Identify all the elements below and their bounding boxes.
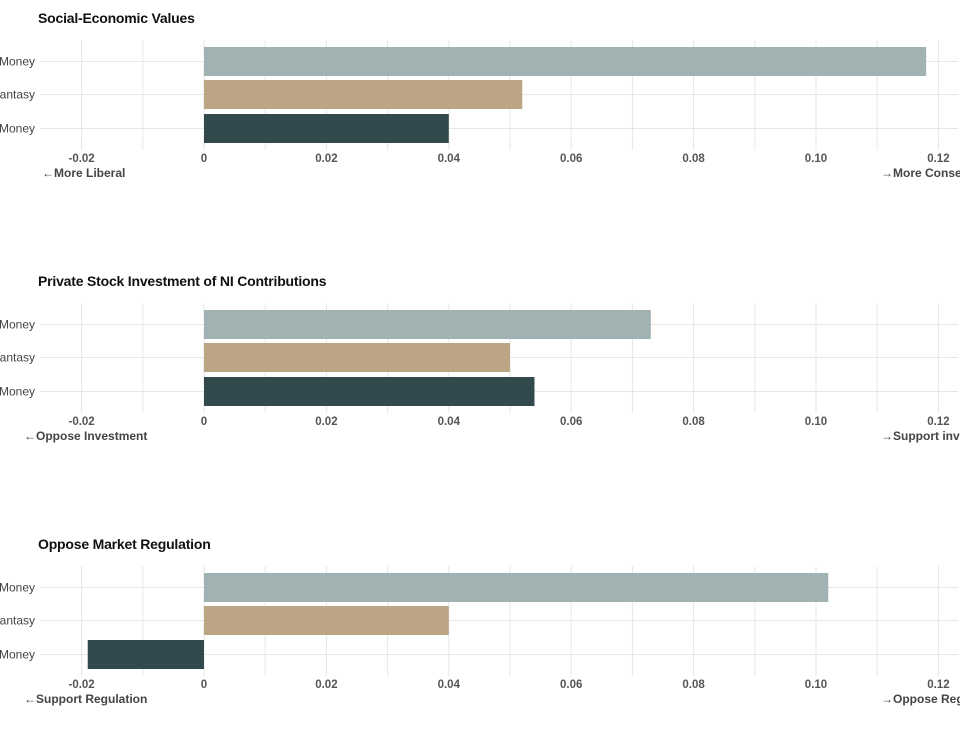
x-tick-label: 0.08 (682, 416, 705, 428)
chart-panel-private-stock-investment: Private Stock Investment of NI Contribut… (0, 273, 960, 483)
bar-money-0 (204, 47, 927, 76)
left-direction-label: ←Oppose Investment (24, 429, 147, 443)
x-tick-label: 0 (201, 679, 207, 691)
chart-title: Oppose Market Regulation (38, 536, 211, 552)
x-tick-label: 0.08 (682, 153, 705, 165)
x-tick-label: 0.02 (315, 416, 337, 428)
x-tick-label: 0.12 (927, 679, 949, 691)
chart-plot: Money Fantasy Money -0.02 0 0.02 0.04 0.06 0.08 0… (0, 566, 960, 706)
right-direction-label: →Support inve (881, 429, 960, 443)
x-tick-label: -0.02 (68, 679, 94, 691)
chart-title: Social-Economic Values (38, 10, 195, 26)
category-label: Fantasy (0, 614, 35, 628)
x-tick-label: 0.10 (805, 416, 827, 428)
x-tick-label: 0 (201, 153, 207, 165)
bar-money-0 (204, 573, 829, 602)
x-tick-label: 0.02 (315, 679, 337, 691)
right-direction-label: →More Conse (881, 166, 960, 180)
bar-fantasy-1 (204, 606, 449, 635)
chart-panel-oppose-market-regulation: Oppose Market Regulation MoneyFantasyMon… (0, 536, 960, 746)
x-tick-label: 0.04 (438, 679, 461, 691)
x-tick-label: 0.10 (805, 679, 827, 691)
x-tick-label: 0.08 (682, 679, 705, 691)
bar-money-2 (87, 640, 204, 669)
x-tick-label: 0.06 (560, 416, 582, 428)
x-tick-label: 0.04 (438, 153, 461, 165)
category-label: Money (0, 385, 35, 399)
x-tick-label: -0.02 (68, 153, 94, 165)
x-tick-label: -0.02 (68, 416, 94, 428)
category-label: Money (0, 318, 35, 332)
bar-money-0 (204, 310, 651, 339)
category-label: Fantasy (0, 351, 35, 365)
x-tick-label: 0.06 (560, 679, 582, 691)
category-label: Money (0, 581, 35, 595)
right-direction-label: →Oppose Reg (881, 692, 960, 706)
bar-money-2 (204, 377, 535, 406)
bar-money-2 (204, 114, 449, 143)
category-label: Money (0, 122, 35, 136)
x-tick-label: 0.06 (560, 153, 582, 165)
chart-plot: Money Fantasy Money -0.02 0 0.02 0.04 0.06 0.08 0… (0, 303, 960, 443)
x-tick-label: 0.12 (927, 153, 949, 165)
bar-fantasy-1 (204, 80, 523, 109)
category-label: Fantasy (0, 88, 35, 102)
chart-panel-social-economic: Social-Economic Values MoneyFantasyMoney… (0, 10, 960, 220)
chart-plot: Money Fantasy Money -0.02 0 0.02 0.04 0.06 0.08 0… (0, 40, 960, 180)
category-label: Money (0, 55, 35, 69)
x-tick-label: 0.04 (438, 416, 461, 428)
chart-title: Private Stock Investment of NI Contribut… (38, 273, 327, 289)
left-direction-label: ←Support Regulation (24, 692, 147, 706)
x-tick-label: 0.10 (805, 153, 827, 165)
left-direction-label: ←More Liberal (42, 166, 125, 180)
x-tick-label: 0.02 (315, 153, 337, 165)
x-tick-label: 0.12 (927, 416, 949, 428)
category-label: Money (0, 648, 35, 662)
x-tick-label: 0 (201, 416, 207, 428)
bar-fantasy-1 (204, 343, 510, 372)
